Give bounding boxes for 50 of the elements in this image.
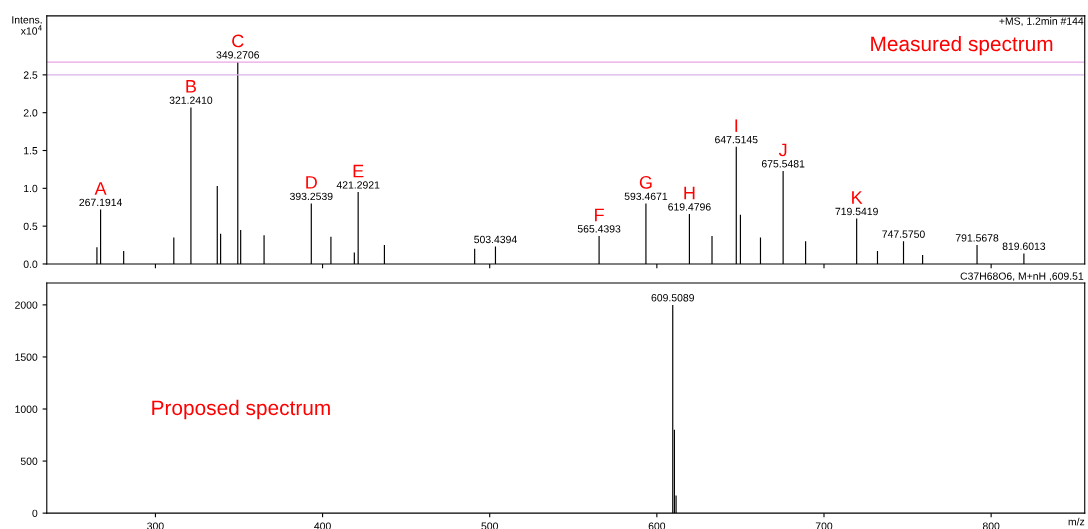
- annotation: 503.4394: [474, 235, 517, 244]
- y-tick-label: 1000: [15, 405, 38, 413]
- x-axis-title: m/z: [1068, 517, 1085, 526]
- annotation: Proposed spectrum: [152, 399, 330, 420]
- annotation: C: [232, 34, 244, 48]
- y-tick-label: 2000: [15, 301, 38, 309]
- annotation: G: [639, 175, 652, 189]
- x-tick-label: 500: [481, 522, 498, 529]
- y-tick-label: 1500: [15, 353, 38, 361]
- x-tick-label: 700: [815, 522, 833, 529]
- y-axis-title: Intens. x10$^{4}$: [12, 16, 42, 35]
- annotation: B: [186, 80, 196, 93]
- annotation: H: [684, 186, 695, 200]
- annotation: 719.5419: [835, 207, 878, 216]
- annotation: F: [595, 208, 604, 222]
- x-tick-label: 800: [982, 522, 1000, 529]
- annotation: Measured spectrum: [871, 35, 1053, 56]
- annotation: 393.2539: [289, 192, 333, 201]
- y-tick-label: 1.5: [24, 147, 38, 155]
- annotation: K: [852, 191, 863, 204]
- y-tick-label: 0.0: [23, 260, 38, 268]
- annotation: 593.4671: [624, 192, 668, 201]
- annotation: 321.2410: [169, 96, 213, 104]
- y-tick-label: 2.5: [23, 71, 38, 79]
- annotation: 267.1914: [79, 198, 123, 207]
- annotation: 619.4796: [668, 203, 711, 211]
- annotation: D: [306, 176, 317, 189]
- y-tick-label: 500: [20, 457, 38, 465]
- annotation: 747.5750: [882, 230, 925, 238]
- x-tick-label: 300: [147, 522, 164, 529]
- annotation: 565.4393: [577, 225, 621, 233]
- annotation: 675.5481: [761, 160, 805, 168]
- annotation: J: [778, 143, 787, 157]
- annotation: 819.6013: [1002, 242, 1046, 250]
- text: C37H68O6, M+nH ,609.51: [960, 272, 1084, 282]
- annotation: 791.5678: [955, 234, 999, 242]
- y-tick-label: 0: [32, 509, 38, 518]
- y-tick-label: 2.0: [23, 109, 38, 117]
- x-tick-label: 400: [314, 522, 331, 529]
- y-tick-label: 1.0: [24, 184, 38, 193]
- y-tick-label: 0.5: [23, 222, 38, 231]
- x-tick-label: 600: [648, 522, 666, 529]
- annotation: 421.2921: [336, 181, 380, 189]
- annotation: E: [353, 164, 364, 178]
- annotation: 647.5145: [715, 135, 758, 144]
- annotation: I: [735, 119, 738, 132]
- annotation: +MS, 1.2min #144: [999, 17, 1084, 26]
- annotation: 349.2706: [216, 51, 260, 59]
- annotation: A: [94, 182, 107, 195]
- annotation: 609.5089: [651, 294, 694, 302]
